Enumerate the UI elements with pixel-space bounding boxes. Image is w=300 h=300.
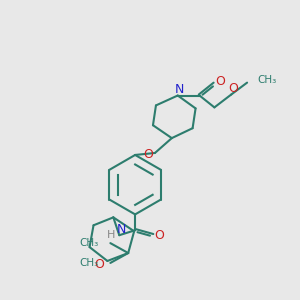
Text: H: H <box>107 230 116 240</box>
Text: CH₃: CH₃ <box>257 75 276 85</box>
Text: O: O <box>215 75 225 88</box>
Text: CH₃: CH₃ <box>79 238 98 248</box>
Text: O: O <box>94 258 104 272</box>
Text: N: N <box>175 83 184 96</box>
Text: O: O <box>228 82 238 95</box>
Text: N: N <box>117 223 126 236</box>
Text: O: O <box>154 229 164 242</box>
Text: O: O <box>143 148 153 161</box>
Text: CH₃: CH₃ <box>79 258 98 268</box>
